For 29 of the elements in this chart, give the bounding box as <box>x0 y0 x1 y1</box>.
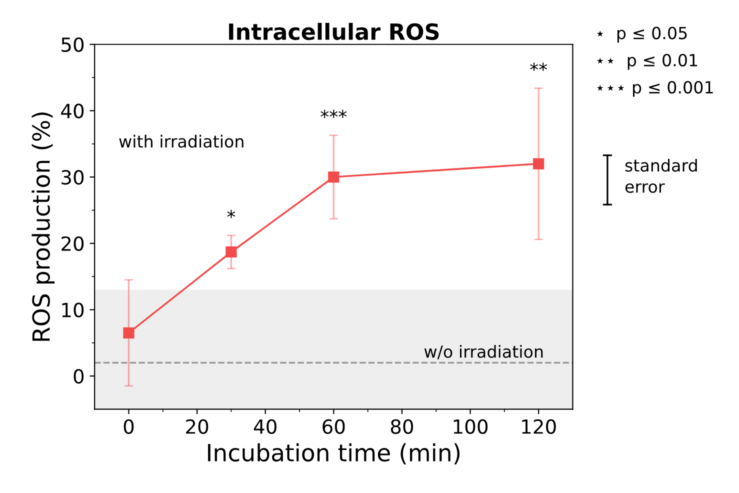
x-axis-title: Incubation time (min) <box>208 443 460 464</box>
point <box>226 246 237 258</box>
chart-title: Intracellular ROS <box>229 22 439 40</box>
annotation: with irradiation <box>119 134 244 148</box>
y-tick-label: 10 <box>62 302 84 318</box>
text: ⋆⋆ p ≤ 0.01 <box>596 54 698 70</box>
text: standard error <box>625 158 697 193</box>
band-label: w/o irradiation <box>424 345 543 360</box>
annotation: *** <box>320 110 347 118</box>
x-tick-label: 120 <box>522 419 556 434</box>
x-tick-label: 60 <box>322 419 345 434</box>
text: ⋆ p ≤ 0.05 <box>596 26 687 43</box>
annotation: * <box>227 210 236 218</box>
y-tick-label: 50 <box>62 37 84 52</box>
x-tick-label: 80 <box>390 419 414 434</box>
x-tick-label: 40 <box>254 419 276 434</box>
x-tick-label: 20 <box>186 419 208 434</box>
x-tick-label: 0 <box>124 419 134 434</box>
point <box>123 327 134 338</box>
x-tick-label: 100 <box>454 419 488 434</box>
y-axis-title: ROS production (%) <box>32 112 55 341</box>
y-tick-label: 20 <box>62 236 84 252</box>
point <box>328 171 340 183</box>
y-tick-label: 0 <box>74 368 84 384</box>
point <box>533 158 544 170</box>
y-tick-label: 30 <box>62 170 84 185</box>
y-tick-label: 40 <box>61 104 84 118</box>
annotation: ** <box>530 62 548 71</box>
text: ⋆⋆⋆ p ≤ 0.001 <box>596 80 713 97</box>
